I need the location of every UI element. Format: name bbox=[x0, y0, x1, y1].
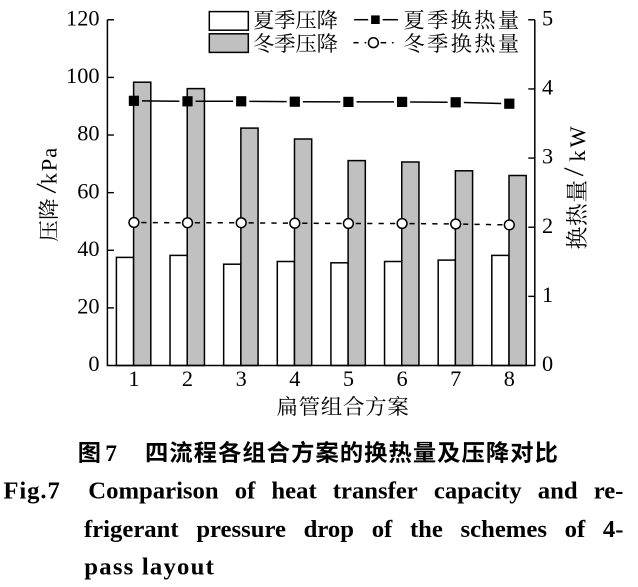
svg-text:2: 2 bbox=[182, 366, 193, 391]
svg-text:and: and bbox=[538, 478, 578, 505]
svg-text:transfer: transfer bbox=[333, 478, 418, 505]
svg-text:re-: re- bbox=[594, 478, 624, 505]
svg-text:100: 100 bbox=[66, 63, 99, 88]
svg-text:drop: drop bbox=[304, 516, 354, 543]
svg-text:heat: heat bbox=[271, 478, 317, 505]
svg-text:20: 20 bbox=[77, 294, 99, 319]
svg-text:capacity: capacity bbox=[434, 478, 522, 505]
svg-text:k: k bbox=[565, 150, 590, 162]
svg-text:5: 5 bbox=[542, 5, 553, 30]
svg-text:40: 40 bbox=[77, 236, 99, 261]
svg-text:0: 0 bbox=[542, 351, 553, 376]
svg-text:7: 7 bbox=[105, 441, 117, 467]
svg-text:W: W bbox=[565, 126, 590, 148]
svg-text:1: 1 bbox=[542, 282, 553, 307]
svg-text:0: 0 bbox=[88, 351, 99, 376]
svg-text:4: 4 bbox=[289, 366, 300, 391]
svg-text:4-: 4- bbox=[603, 516, 624, 543]
svg-text:schemes: schemes bbox=[461, 516, 547, 543]
svg-text:6: 6 bbox=[397, 366, 408, 391]
svg-text:of: of bbox=[235, 478, 256, 505]
svg-text:1: 1 bbox=[128, 366, 139, 391]
svg-text:3: 3 bbox=[236, 366, 247, 391]
svg-text:the: the bbox=[410, 516, 443, 543]
svg-text:pass layout: pass layout bbox=[84, 554, 214, 581]
svg-text:80: 80 bbox=[77, 121, 99, 146]
svg-text:of: of bbox=[565, 516, 586, 543]
svg-text:2: 2 bbox=[542, 213, 553, 238]
svg-text:Fig.7: Fig.7 bbox=[3, 478, 59, 505]
svg-text:P: P bbox=[36, 159, 61, 172]
svg-text:60: 60 bbox=[77, 178, 99, 203]
svg-text:120: 120 bbox=[66, 5, 99, 30]
svg-text:k: k bbox=[36, 172, 61, 184]
svg-text:Comparison: Comparison bbox=[88, 478, 219, 505]
svg-text:3: 3 bbox=[542, 144, 553, 169]
svg-text:pressure: pressure bbox=[196, 516, 286, 543]
svg-text:8: 8 bbox=[504, 366, 515, 391]
svg-text:5: 5 bbox=[343, 366, 354, 391]
svg-text:of: of bbox=[372, 516, 393, 543]
svg-text:frigerant: frigerant bbox=[84, 516, 179, 543]
svg-text:7: 7 bbox=[450, 366, 461, 391]
svg-text:a: a bbox=[36, 148, 61, 158]
svg-text:4: 4 bbox=[542, 75, 553, 100]
